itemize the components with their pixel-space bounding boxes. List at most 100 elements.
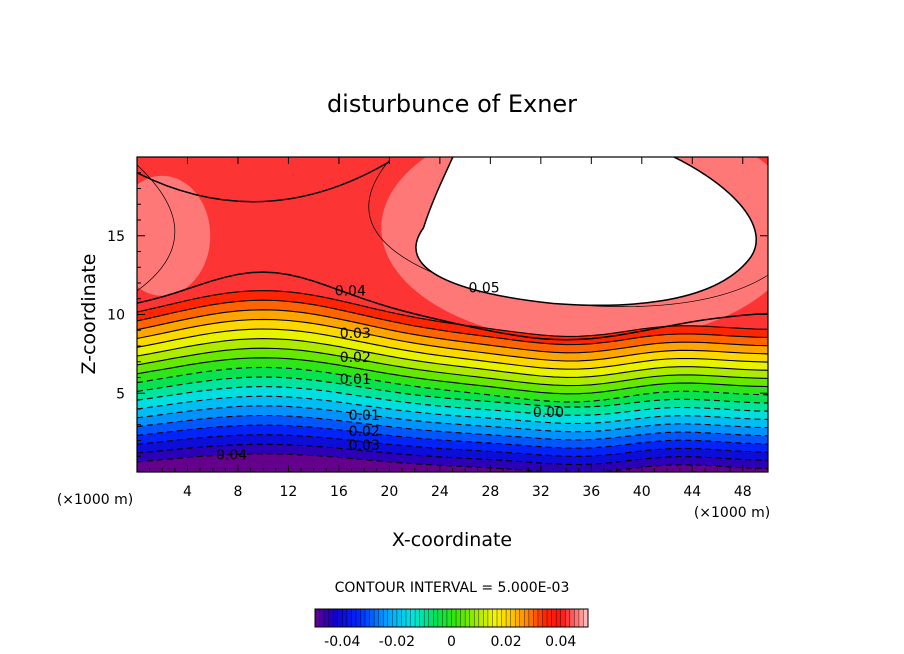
colorbar [314,609,589,627]
colorbar-swatch-18 [396,609,402,627]
colorbar-swatch-52 [551,609,557,627]
colorbar-swatch-23 [419,609,425,627]
contour-line-14 [137,318,768,362]
colorbar-swatch-40 [497,609,502,627]
colorbar-swatch-48 [533,609,539,627]
colorbar-swatch-39 [492,609,498,627]
colorbar-tick-label-1: -0.02 [379,634,415,650]
contour-label-7: 0.02 [349,424,380,440]
x-tick-label-1: 8 [233,484,242,500]
colorbar-swatch-32 [460,609,466,627]
colorbar-swatch-54 [560,609,566,627]
y-tick-label-1: 10 [107,308,125,324]
x-tick-label-3: 16 [330,484,348,500]
colorbar-swatch-42 [506,609,511,627]
colorbar-swatch-27 [437,609,443,627]
contour-line-16 [137,299,768,346]
contour-label-2: 0.03 [340,326,371,342]
colorbar-swatch-14 [378,609,384,627]
colorbar-swatch-17 [392,609,398,627]
colorbar-swatch-1 [319,609,325,627]
contour-line-004 [137,271,768,341]
colorbar-swatch-9 [355,609,361,627]
colorbar-swatch-36 [478,609,484,627]
colorbar-swatch-0 [315,609,320,627]
band-pink-left [137,175,211,296]
chart-title: disturbunce of Exner [327,90,577,118]
colorbar-swatch-30 [451,609,457,627]
contour-line-6 [137,395,768,425]
colorbar-swatch-21 [410,609,416,627]
colorbar-swatch-37 [483,609,489,627]
colorbar-swatch-35 [474,609,480,627]
x-tick-label-6: 28 [481,484,499,500]
y-tick-label-0: 5 [116,386,125,402]
colorbar-tick-labels: -0.04 -0.02 0 0.02 0.04 [324,634,576,650]
contour-line-12 [137,338,768,378]
y-tick-label-2: 15 [107,229,125,245]
contour-label-5: 0.00 [533,405,564,421]
x-axis-unit: (×1000 m) [694,505,770,521]
colorbar-swatch-16 [387,609,393,627]
colorbar-swatch-57 [574,609,580,627]
contour-line-3 [137,424,768,449]
x-tick-label-7: 32 [532,484,550,500]
plot-area [137,157,768,472]
max-region-cap [415,157,757,306]
colorbar-swatch-3 [328,609,334,627]
contour-label-8: 0.03 [349,438,380,454]
colorbar-swatch-51 [547,609,552,627]
colorbar-swatch-24 [424,609,430,627]
colorbar-swatch-22 [415,609,420,627]
colorbar-swatch-10 [360,609,366,627]
colorbar-swatch-33 [465,609,470,627]
contour-interval-text: CONTOUR INTERVAL = 5.000E-03 [335,580,570,596]
colorbar-swatch-34 [469,609,475,627]
contour-label-3: 0.02 [340,350,371,366]
contour-label-4: 0.01 [340,372,371,388]
x-tick-label-10: 44 [683,484,701,500]
contour-line-004-top [137,161,390,203]
x-axis-ticks: 4 8 12 16 20 24 28 32 36 40 44 48 [149,157,756,500]
x-tick-label-8: 36 [582,484,600,500]
y-axis-ticks: 5 10 15 [107,172,768,457]
x-tick-label-0: 4 [183,484,192,500]
colorbar-swatch-4 [333,609,339,627]
contour-line-15 [137,309,768,354]
colorbar-swatch-53 [556,609,561,627]
y-axis-label: Z-coordinate [78,254,100,375]
colorbar-swatch-56 [569,609,575,627]
colorbar-swatch-5 [337,609,343,627]
contour-lines [137,159,768,472]
contour-line-0 [137,453,768,472]
colorbar-swatch-15 [383,609,389,627]
band-level-0 [137,453,768,472]
colorbar-swatch-45 [519,609,525,627]
colorbar-swatch-46 [524,609,530,627]
contour-label-0: 0.04 [335,284,366,300]
contour-line-13 [137,328,768,370]
contour-line-10 [137,357,768,395]
colorbar-swatch-2 [324,609,329,627]
contour-line-2 [137,434,768,457]
contour-label-1: 0.05 [469,280,500,296]
contour-label-6: 0.01 [349,408,380,424]
colorbar-swatch-31 [456,609,461,627]
contour-line-1 [137,443,768,466]
colorbar-swatch-12 [369,609,375,627]
colorbar-swatch-29 [446,609,452,627]
contour-line-4 [137,414,768,441]
colorbar-swatch-44 [515,609,521,627]
colorbar-swatch-59 [583,609,589,627]
x-tick-label-11: 48 [734,484,752,500]
colorbar-swatch-20 [406,609,411,627]
x-tick-label-9: 40 [633,484,651,500]
contour-line-0045-left [137,164,176,292]
colorbar-swatch-26 [433,609,439,627]
colorbar-swatch-58 [578,609,584,627]
x-axis-label: X-coordinate [392,529,512,551]
colorbar-swatch-25 [428,609,434,627]
colorbar-swatch-47 [528,609,534,627]
x-tick-label-2: 12 [280,484,298,500]
